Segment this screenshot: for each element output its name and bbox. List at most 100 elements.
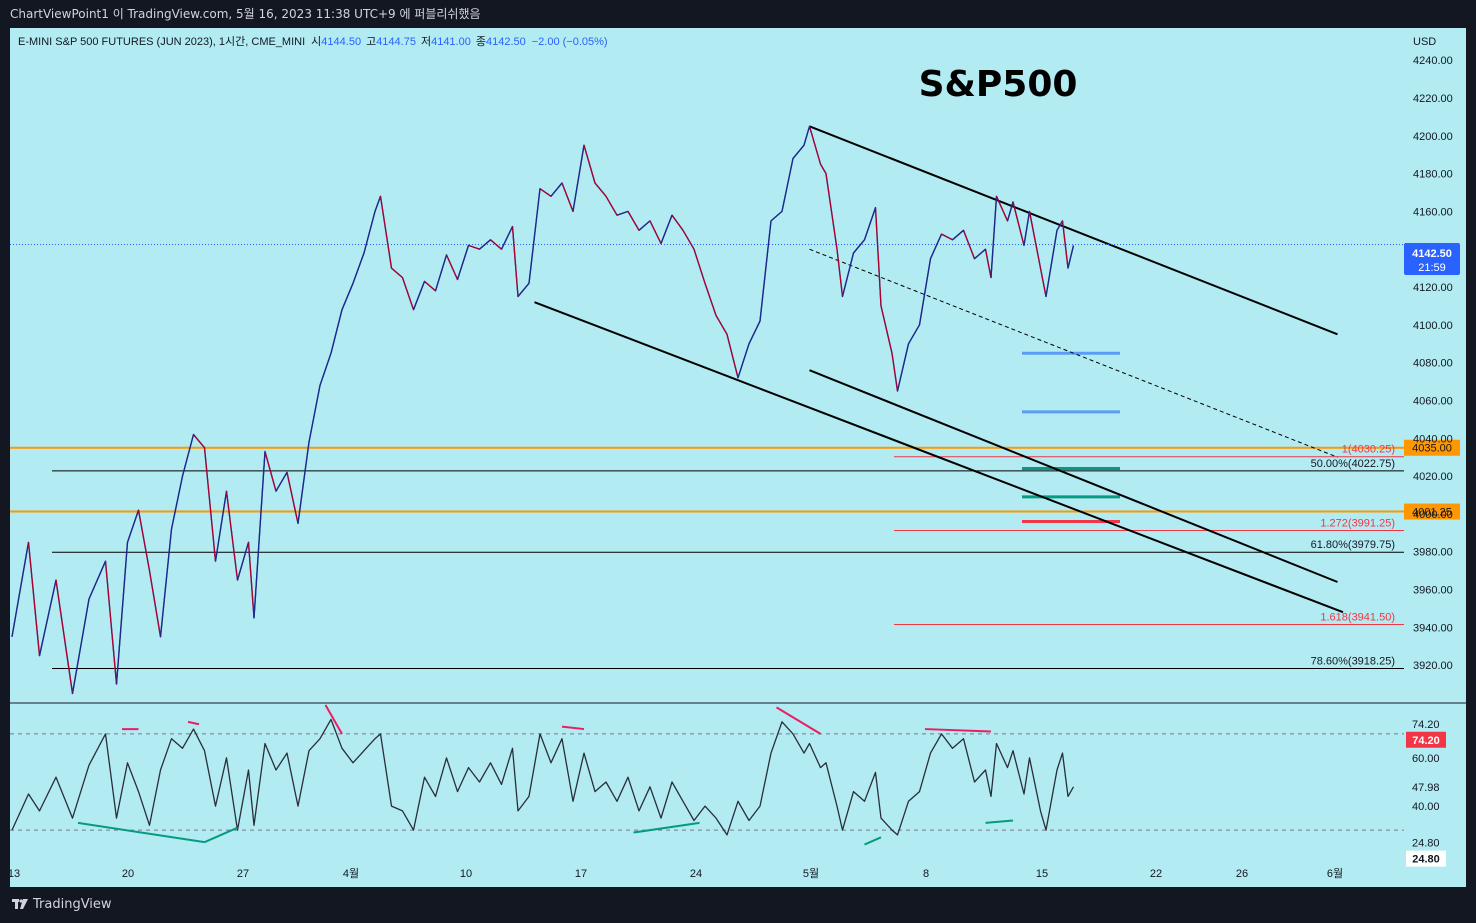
price-segment bbox=[638, 220, 651, 231]
footer-bar: TradingView bbox=[0, 887, 1476, 923]
price-segment bbox=[1067, 245, 1075, 269]
price-segment bbox=[770, 210, 783, 222]
level-badge: 4001.25 bbox=[1404, 503, 1460, 520]
price-segment bbox=[391, 267, 403, 279]
price-segment bbox=[660, 214, 673, 244]
price-segment bbox=[952, 229, 964, 241]
price-segment bbox=[918, 258, 932, 325]
level-badge: 4035.00 bbox=[1404, 439, 1460, 456]
price-axis-label: 4040.00 bbox=[1413, 433, 1453, 445]
price-axis-label: 4120.00 bbox=[1413, 282, 1453, 294]
price-segment bbox=[627, 211, 640, 231]
price-segment bbox=[841, 252, 855, 297]
price-segment bbox=[159, 528, 173, 637]
footer-brand[interactable]: TradingView bbox=[33, 897, 112, 912]
price-segment bbox=[781, 158, 794, 212]
price-segment bbox=[962, 230, 976, 259]
rsi-divergence-line bbox=[864, 836, 882, 846]
price-segment bbox=[550, 182, 563, 197]
time-axis-label: 15 bbox=[1036, 868, 1048, 880]
level-label: 50.00%(4022.75) bbox=[1311, 458, 1395, 470]
rsi-axis-label: 47.98 bbox=[1412, 782, 1440, 794]
price-segment bbox=[853, 239, 865, 254]
rsi-divergence-line bbox=[561, 725, 585, 731]
price-segment bbox=[528, 188, 541, 284]
price-segment bbox=[247, 542, 255, 618]
level-label: 1.272(3991.25) bbox=[1320, 517, 1395, 529]
price-segment bbox=[253, 451, 266, 618]
price-segment bbox=[319, 353, 332, 386]
price-axis-label: 4240.00 bbox=[1413, 55, 1453, 67]
rsi-divergence-line bbox=[985, 819, 1014, 824]
price-axis-label: 4220.00 bbox=[1413, 93, 1453, 105]
rsi-divergence-line bbox=[187, 720, 200, 726]
price-segment bbox=[264, 451, 277, 492]
price-segment bbox=[286, 472, 299, 524]
price-segment bbox=[11, 542, 30, 637]
time-axis-label: 5월 bbox=[803, 867, 819, 880]
price-segment bbox=[929, 233, 943, 259]
price-segment bbox=[616, 210, 629, 216]
level-badge-label: 4035.00 bbox=[1412, 443, 1452, 455]
price-axis-label: 4160.00 bbox=[1413, 206, 1453, 218]
price-segment bbox=[363, 211, 376, 254]
rsi-axis-label: 40.00 bbox=[1412, 801, 1440, 813]
time-axis-label: 20 bbox=[122, 868, 134, 880]
rsi-divergence-line bbox=[204, 826, 238, 844]
publish-line: ChartViewPoint1 이 TradingView.com, 5월 16… bbox=[10, 7, 481, 21]
price-segment bbox=[104, 561, 118, 685]
price-segment bbox=[974, 248, 986, 260]
tradingview-logo-icon[interactable] bbox=[12, 897, 28, 911]
time-axis-label: 26 bbox=[1236, 868, 1248, 880]
price-segment bbox=[479, 239, 491, 250]
time-axis-label: 10 bbox=[460, 868, 472, 880]
rsi-badge-label: 74.20 bbox=[1412, 735, 1440, 747]
level-badge-label: 4001.25 bbox=[1412, 507, 1452, 519]
time-axis-label: 13 bbox=[10, 868, 20, 880]
price-segment bbox=[490, 239, 502, 250]
price-segment bbox=[170, 475, 184, 530]
chart-title: S&P500 bbox=[919, 64, 1078, 105]
price-segment bbox=[874, 207, 882, 306]
rsi-badge: 24.80 bbox=[1406, 850, 1446, 867]
price-segment bbox=[445, 254, 459, 280]
price-segment bbox=[836, 249, 844, 297]
time-axis-label: 4월 bbox=[343, 867, 359, 880]
price-axis-label: 4020.00 bbox=[1413, 471, 1453, 483]
price-segment bbox=[379, 196, 393, 269]
price-segment bbox=[412, 281, 426, 310]
chart-frame[interactable]: 4035.00 4001.25 50.00%(4022.75) 61.80%(3979… bbox=[10, 28, 1466, 887]
price-segment bbox=[330, 309, 343, 354]
price-segment bbox=[594, 182, 607, 197]
price-segment bbox=[1006, 201, 1014, 222]
price-segment bbox=[561, 182, 574, 212]
price-segment bbox=[511, 226, 519, 297]
price-segment bbox=[715, 315, 728, 335]
price-segment bbox=[456, 245, 470, 280]
time-axis-label: 8 bbox=[923, 868, 929, 880]
chart-canvas[interactable]: 4035.00 4001.25 50.00%(4022.75) 61.80%(3979… bbox=[10, 28, 1466, 887]
price-segment bbox=[55, 580, 74, 694]
price-segment bbox=[572, 145, 585, 212]
price-segment bbox=[880, 305, 893, 354]
price-segment bbox=[352, 252, 365, 284]
price-segment bbox=[1039, 268, 1047, 297]
price-segment bbox=[726, 334, 739, 378]
last-price-countdown: 21:59 bbox=[1418, 262, 1446, 274]
price-segment bbox=[434, 254, 448, 291]
price-segment bbox=[341, 283, 354, 310]
price-segment bbox=[990, 196, 998, 278]
price-segment bbox=[148, 570, 162, 637]
price-segment bbox=[803, 126, 811, 146]
level-label: 1(4030.25) bbox=[1342, 444, 1395, 456]
price-segment bbox=[88, 560, 107, 600]
price-segment bbox=[682, 230, 695, 250]
price-segment bbox=[1056, 220, 1064, 231]
price-segment bbox=[907, 324, 921, 345]
price-axis-label: 3960.00 bbox=[1413, 585, 1453, 597]
price-segment bbox=[1028, 211, 1042, 269]
price-segment bbox=[193, 434, 205, 449]
price-segment bbox=[203, 447, 217, 562]
price-segment bbox=[214, 491, 228, 562]
price-segment bbox=[115, 542, 129, 685]
